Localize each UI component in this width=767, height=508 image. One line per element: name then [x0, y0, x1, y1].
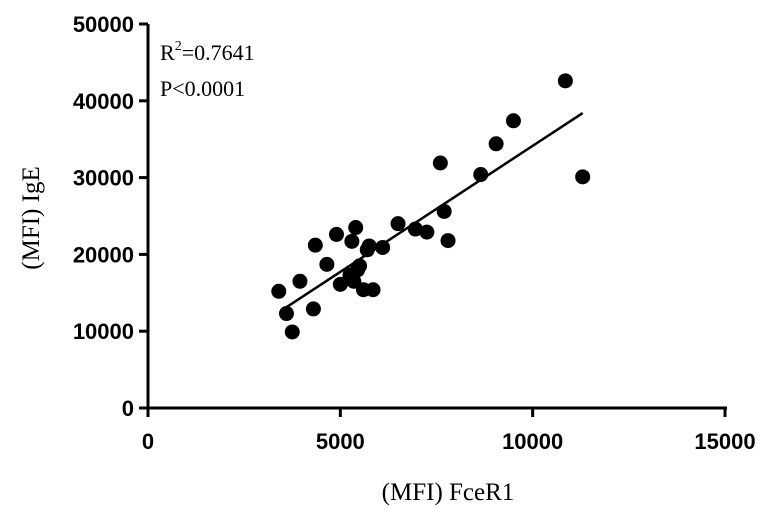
- data-point: [365, 282, 381, 298]
- data-point: [284, 324, 300, 340]
- data-points: [271, 73, 591, 340]
- regression-line: [281, 112, 584, 311]
- data-point: [419, 224, 435, 240]
- r-squared-annotation: R2=0.7641: [160, 39, 255, 65]
- data-point: [575, 169, 591, 185]
- x-tick-label: 0: [142, 429, 154, 454]
- regression-group: [281, 112, 584, 311]
- y-axis-label: (MFI) IgE: [18, 166, 45, 269]
- data-point: [505, 113, 521, 129]
- data-point: [346, 273, 362, 289]
- data-point: [488, 136, 504, 152]
- axes: [146, 24, 727, 410]
- data-point: [292, 273, 308, 289]
- y-tick-label: 50000: [73, 12, 134, 37]
- data-point: [307, 237, 323, 253]
- x-tick-label: 5000: [316, 429, 365, 454]
- data-point: [557, 73, 573, 89]
- data-point: [361, 238, 377, 254]
- y-tick-label: 40000: [73, 89, 134, 114]
- data-point: [328, 226, 344, 242]
- y-tick-label: 10000: [73, 319, 134, 344]
- ticks: 0 5000 10000 15000 0 10000 20000 30000 40000 5000…: [73, 12, 756, 454]
- data-point: [375, 239, 391, 255]
- data-point: [305, 301, 321, 317]
- data-point: [440, 233, 456, 249]
- r-squared-prefix: R: [160, 40, 175, 65]
- y-tick-label: 30000: [73, 166, 134, 191]
- data-point: [432, 155, 448, 171]
- y-tick-label: 0: [122, 396, 134, 421]
- data-point: [344, 233, 360, 249]
- data-point: [348, 220, 364, 236]
- r-squared-value: =0.7641: [182, 40, 255, 65]
- data-point: [390, 216, 406, 232]
- y-tick-label: 20000: [73, 242, 134, 267]
- r-squared-superscript: 2: [175, 39, 182, 54]
- data-point: [271, 283, 287, 299]
- data-point: [332, 276, 348, 292]
- data-point: [319, 256, 335, 272]
- x-tick-label: 10000: [502, 429, 563, 454]
- x-axis-label: (MFI) FceR1: [382, 479, 515, 506]
- p-value-annotation: P<0.0001: [160, 76, 245, 101]
- x-tick-label: 15000: [694, 429, 755, 454]
